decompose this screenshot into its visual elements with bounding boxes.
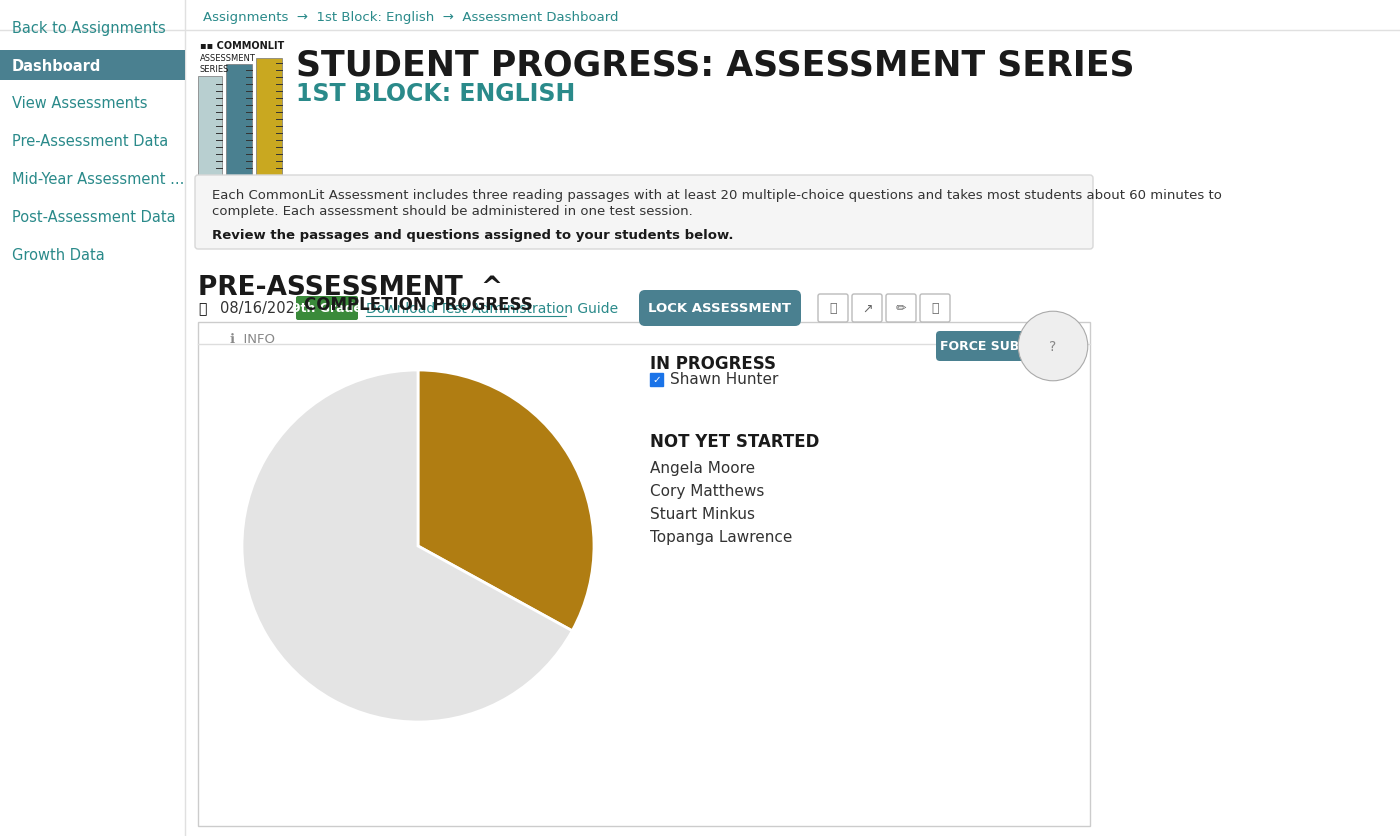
- FancyBboxPatch shape: [650, 374, 664, 386]
- Text: Stuart Minkus: Stuart Minkus: [650, 507, 755, 522]
- Text: ↗: ↗: [862, 302, 872, 315]
- Bar: [0, 51, 185, 81]
- Text: Topanga Lawrence: Topanga Lawrence: [650, 529, 792, 544]
- FancyBboxPatch shape: [195, 176, 1093, 250]
- Text: STUDENT PROGRESS: ASSESSMENT SERIES: STUDENT PROGRESS: ASSESSMENT SERIES: [295, 48, 1134, 82]
- Text: Post-Assessment Data: Post-Assessment Data: [13, 210, 175, 225]
- Text: ?: ?: [1050, 339, 1057, 354]
- Text: Growth Data: Growth Data: [13, 248, 105, 263]
- Title: COMPLETION PROGRESS: COMPLETION PROGRESS: [304, 296, 532, 314]
- Text: NOT YET STARTED: NOT YET STARTED: [650, 432, 819, 451]
- Wedge shape: [242, 370, 573, 722]
- Text: Review the passages and questions assigned to your students below.: Review the passages and questions assign…: [211, 229, 734, 242]
- Bar: [197, 77, 223, 176]
- Text: ✓: ✓: [652, 375, 661, 385]
- Text: 08/16/2021: 08/16/2021: [220, 301, 304, 316]
- FancyBboxPatch shape: [818, 294, 848, 323]
- Wedge shape: [419, 370, 594, 631]
- Text: ASSESSMENT: ASSESSMENT: [200, 54, 256, 63]
- Text: Dashboard: Dashboard: [13, 59, 101, 74]
- FancyBboxPatch shape: [937, 332, 1049, 361]
- Bar: [256, 59, 281, 176]
- Text: complete. Each assessment should be administered in one test session.: complete. Each assessment should be admi…: [211, 205, 693, 217]
- Text: 👁: 👁: [829, 302, 837, 315]
- Text: ✏: ✏: [896, 302, 906, 315]
- FancyBboxPatch shape: [853, 294, 882, 323]
- FancyBboxPatch shape: [920, 294, 951, 323]
- FancyBboxPatch shape: [886, 294, 916, 323]
- Text: View Assessments: View Assessments: [13, 96, 147, 111]
- Text: 🗑: 🗑: [931, 302, 939, 315]
- Text: ℹ  INFO: ℹ INFO: [230, 333, 274, 345]
- Text: ▪▪ COMMONLIT: ▪▪ COMMONLIT: [200, 41, 284, 51]
- Bar: [197, 323, 1091, 826]
- Text: FORCE SUBMIT: FORCE SUBMIT: [939, 340, 1044, 353]
- Text: 9th Grade: 9th Grade: [293, 302, 363, 315]
- Text: Download Test Administration Guide: Download Test Administration Guide: [365, 302, 619, 316]
- Text: 🗓: 🗓: [197, 302, 206, 316]
- Text: LOCK ASSESSMENT: LOCK ASSESSMENT: [648, 302, 791, 315]
- Text: 1ST BLOCK: ENGLISH: 1ST BLOCK: ENGLISH: [295, 82, 575, 106]
- Text: Shawn Hunter: Shawn Hunter: [671, 372, 778, 387]
- Text: Pre-Assessment Data: Pre-Assessment Data: [13, 135, 168, 150]
- Text: Assignments  →  1st Block: English  →  Assessment Dashboard: Assignments → 1st Block: English → Asses…: [203, 11, 619, 23]
- FancyBboxPatch shape: [638, 291, 801, 327]
- FancyBboxPatch shape: [295, 297, 358, 321]
- Text: Cory Matthews: Cory Matthews: [650, 483, 764, 498]
- Text: IN PROGRESS: IN PROGRESS: [650, 354, 776, 373]
- Text: PRE-ASSESSMENT  ^: PRE-ASSESSMENT ^: [197, 275, 503, 301]
- Text: SERIES: SERIES: [200, 65, 230, 74]
- Text: Mid-Year Assessment ...: Mid-Year Assessment ...: [13, 172, 185, 187]
- Text: Back to Assignments: Back to Assignments: [13, 20, 165, 35]
- Bar: [0, 0, 185, 836]
- Text: Angela Moore: Angela Moore: [650, 461, 755, 476]
- Bar: [225, 65, 252, 176]
- Text: Each CommonLit Assessment includes three reading passages with at least 20 multi: Each CommonLit Assessment includes three…: [211, 189, 1222, 201]
